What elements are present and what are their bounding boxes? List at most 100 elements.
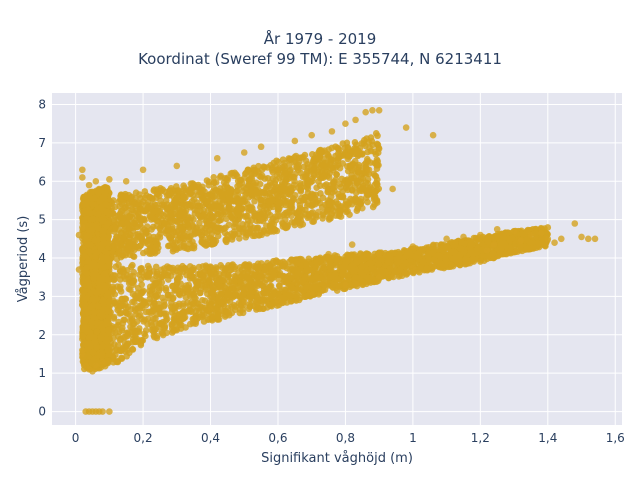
scatter-point: [217, 225, 225, 232]
scatter-point: [123, 220, 131, 228]
scatter-point: [180, 244, 188, 251]
scatter-point: [125, 199, 133, 206]
scatter-point: [267, 262, 274, 270]
scatter-point: [353, 141, 360, 149]
scatter-point: [310, 155, 318, 163]
scatter-point: [280, 299, 287, 306]
scatter-point: [314, 168, 322, 176]
scatter-point: [235, 198, 242, 206]
scatter-point: [180, 193, 187, 200]
scatter-point: [179, 187, 187, 195]
scatter-point: [117, 288, 125, 295]
scatter-point: [460, 248, 468, 256]
scatter-point: [303, 202, 311, 209]
scatter-point: [267, 197, 275, 205]
scatter-point: [210, 240, 218, 248]
scatter-point: [458, 238, 466, 246]
scatter-point: [315, 155, 323, 162]
scatter-point: [278, 179, 286, 186]
scatter-point: [266, 211, 274, 219]
scatter-point: [198, 239, 206, 246]
scatter-point: [277, 199, 284, 207]
scatter-point: [189, 222, 196, 229]
scatter-point: [134, 209, 141, 216]
scatter-point: [343, 183, 350, 191]
scatter-point: [242, 191, 249, 198]
scatter-point: [346, 211, 353, 219]
scatter-point: [129, 345, 136, 353]
scatter-point: [502, 241, 509, 249]
scatter-point: [206, 191, 213, 198]
scatter-point: [122, 231, 130, 238]
scatter-point: [276, 282, 283, 290]
scatter-point: [121, 316, 128, 324]
scatter-point: [333, 275, 341, 283]
scatter-point: [339, 192, 347, 200]
scatter-point: [254, 293, 261, 301]
scatter-point: [186, 320, 194, 328]
scatter-point: [137, 242, 144, 249]
scatter-point: [188, 244, 196, 252]
scatter-point: [153, 269, 161, 276]
scatter-point: [360, 272, 367, 279]
scatter-point: [228, 236, 236, 243]
scatter-point: [189, 305, 197, 312]
scatter-point: [251, 197, 258, 205]
scatter-point: [348, 172, 355, 179]
scatter-point: [395, 258, 402, 266]
scatter-point: [273, 192, 280, 199]
scatter-point: [403, 252, 410, 260]
scatter-point: [269, 203, 277, 211]
scatter-point: [169, 239, 177, 247]
scatter-point: [281, 277, 288, 285]
scatter-point: [246, 301, 253, 308]
scatter-point: [117, 335, 124, 343]
scatter-point: [354, 198, 361, 206]
scatter-point: [143, 237, 151, 245]
scatter-point: [489, 250, 497, 257]
scatter-point: [190, 299, 198, 307]
scatter-point: [141, 188, 149, 195]
scatter-point: [158, 187, 165, 195]
scatter-point: [163, 263, 171, 270]
scatter-point: [273, 157, 280, 165]
scatter-point: [161, 219, 168, 227]
scatter-point: [347, 281, 354, 289]
scatter-point: [355, 177, 363, 185]
scatter-point: [166, 187, 173, 195]
scatter-point: [200, 272, 207, 279]
scatter-point: [275, 174, 283, 181]
scatter-point: [225, 221, 233, 229]
scatter-point: [152, 326, 160, 333]
scatter-point: [286, 291, 294, 299]
scatter-point: [199, 304, 206, 311]
scatter-point: [326, 264, 334, 271]
scatter-point: [219, 264, 226, 272]
scatter-point: [183, 202, 190, 210]
scatter-point: [297, 268, 305, 275]
scatter-point: [347, 162, 355, 169]
scatter-point: [307, 275, 315, 283]
scatter-point: [417, 264, 424, 271]
scatter-point: [280, 286, 288, 294]
scatter-point: [220, 208, 227, 215]
scatter-point: [244, 274, 252, 282]
scatter-point: [360, 256, 367, 264]
scatter-point: [352, 274, 359, 281]
scatter-point: [325, 216, 333, 223]
scatter-point: [288, 262, 296, 269]
scatter-point: [452, 239, 459, 247]
scatter-point: [448, 262, 455, 269]
scatter-point: [172, 286, 179, 294]
scatter-point: [198, 282, 205, 289]
scatter-point: [247, 284, 255, 291]
scatter-point: [262, 263, 269, 270]
scatter-point: [152, 320, 160, 327]
scatter-point: [132, 237, 139, 244]
scatter-point: [169, 247, 177, 255]
scatter-point: [217, 283, 225, 291]
scatter-point: [212, 179, 220, 186]
scatter-point: [350, 251, 358, 258]
scatter-point: [122, 193, 130, 201]
scatter-point: [237, 205, 244, 213]
